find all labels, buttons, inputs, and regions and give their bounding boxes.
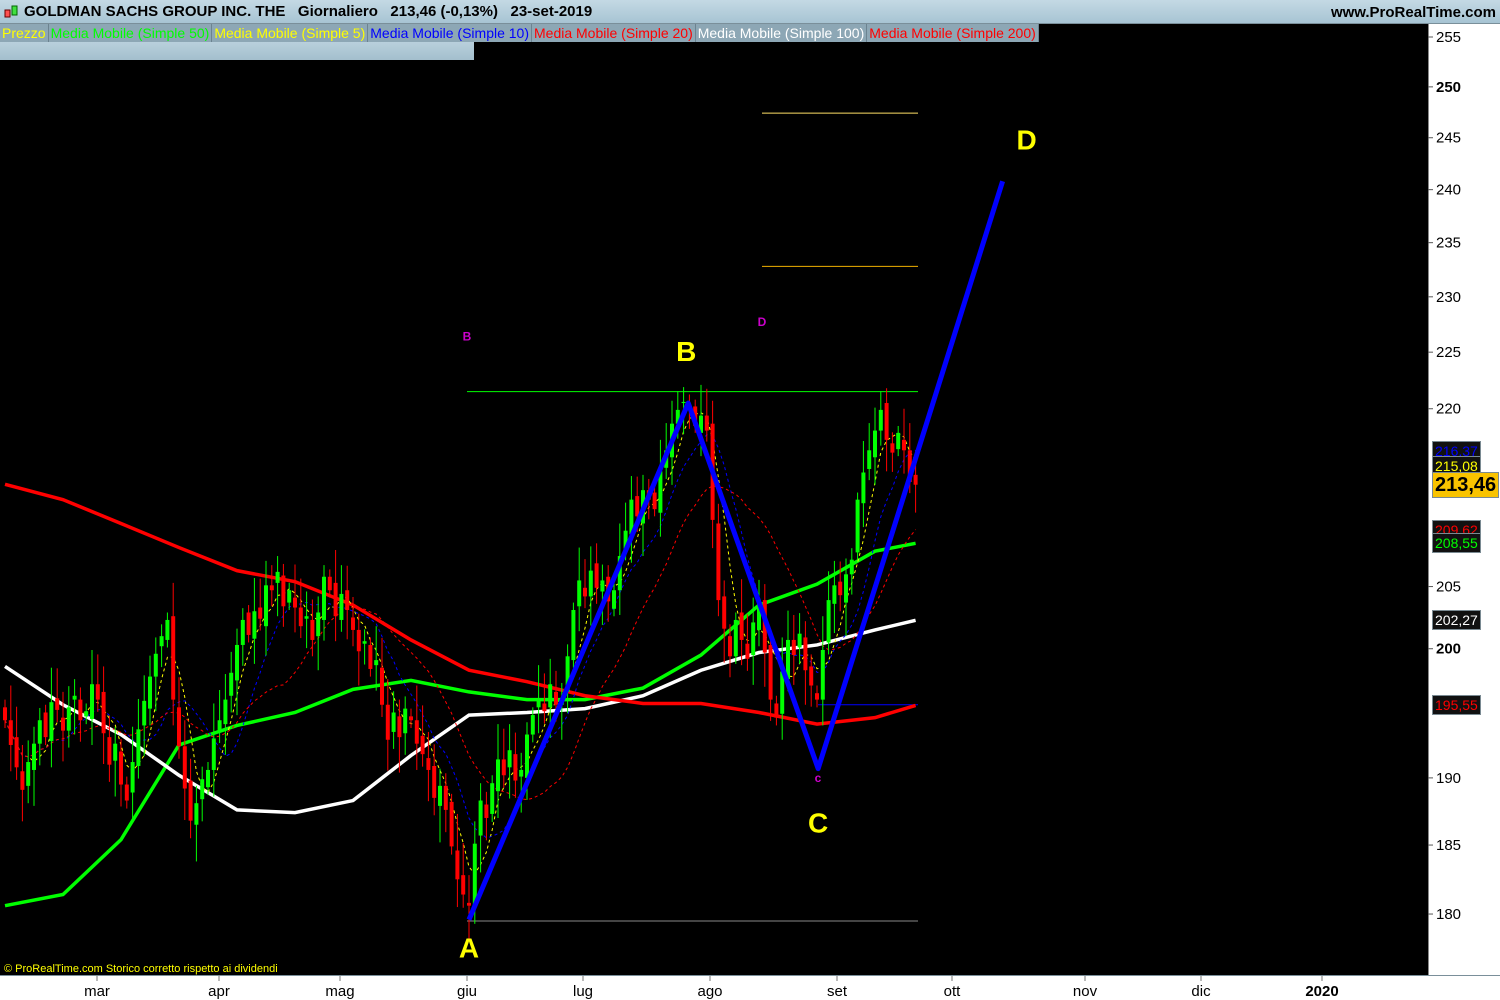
copyright-footer: © ProRealTime.com Storico corretto rispe…: [4, 963, 278, 975]
legend-item[interactable]: Prezzo: [0, 24, 49, 42]
axis-value-label: 202,27: [1432, 610, 1481, 631]
indicator-legend: Prezzo Media Mobile (Simple 50) Media Mobi…: [0, 24, 1039, 42]
site-link[interactable]: www.ProRealTime.com: [1330, 4, 1496, 21]
last-price-label: 213,46: [1432, 471, 1500, 498]
legend-item[interactable]: Media Mobile (Simple 10): [368, 24, 532, 42]
legend-item[interactable]: Media Mobile (Simple 20): [532, 24, 696, 42]
axis-value-label: 208,55: [1432, 533, 1481, 554]
legend-item[interactable]: Media Mobile (Simple 100): [695, 24, 868, 42]
price-chart-area[interactable]: [0, 24, 1428, 975]
price-axis[interactable]: [1428, 24, 1500, 975]
legend-strip: [0, 42, 474, 60]
title-bar: GOLDMAN SACHS GROUP INC. THE Giornaliero…: [0, 0, 1500, 24]
axis-value-label: 215,08: [1432, 455, 1481, 476]
instrument-title: GOLDMAN SACHS GROUP INC. THE Giornaliero…: [24, 3, 593, 20]
legend-item[interactable]: Media Mobile (Simple 50): [48, 24, 213, 42]
axis-value-label: 216,37: [1432, 440, 1481, 461]
legend-item[interactable]: Media Mobile (Simple 5): [212, 24, 369, 42]
axis-value-label: 195,55: [1432, 695, 1481, 716]
legend-item[interactable]: Media Mobile (Simple 200): [867, 24, 1039, 42]
time-axis[interactable]: [0, 975, 1500, 1000]
candlestick-icon: [4, 5, 18, 18]
